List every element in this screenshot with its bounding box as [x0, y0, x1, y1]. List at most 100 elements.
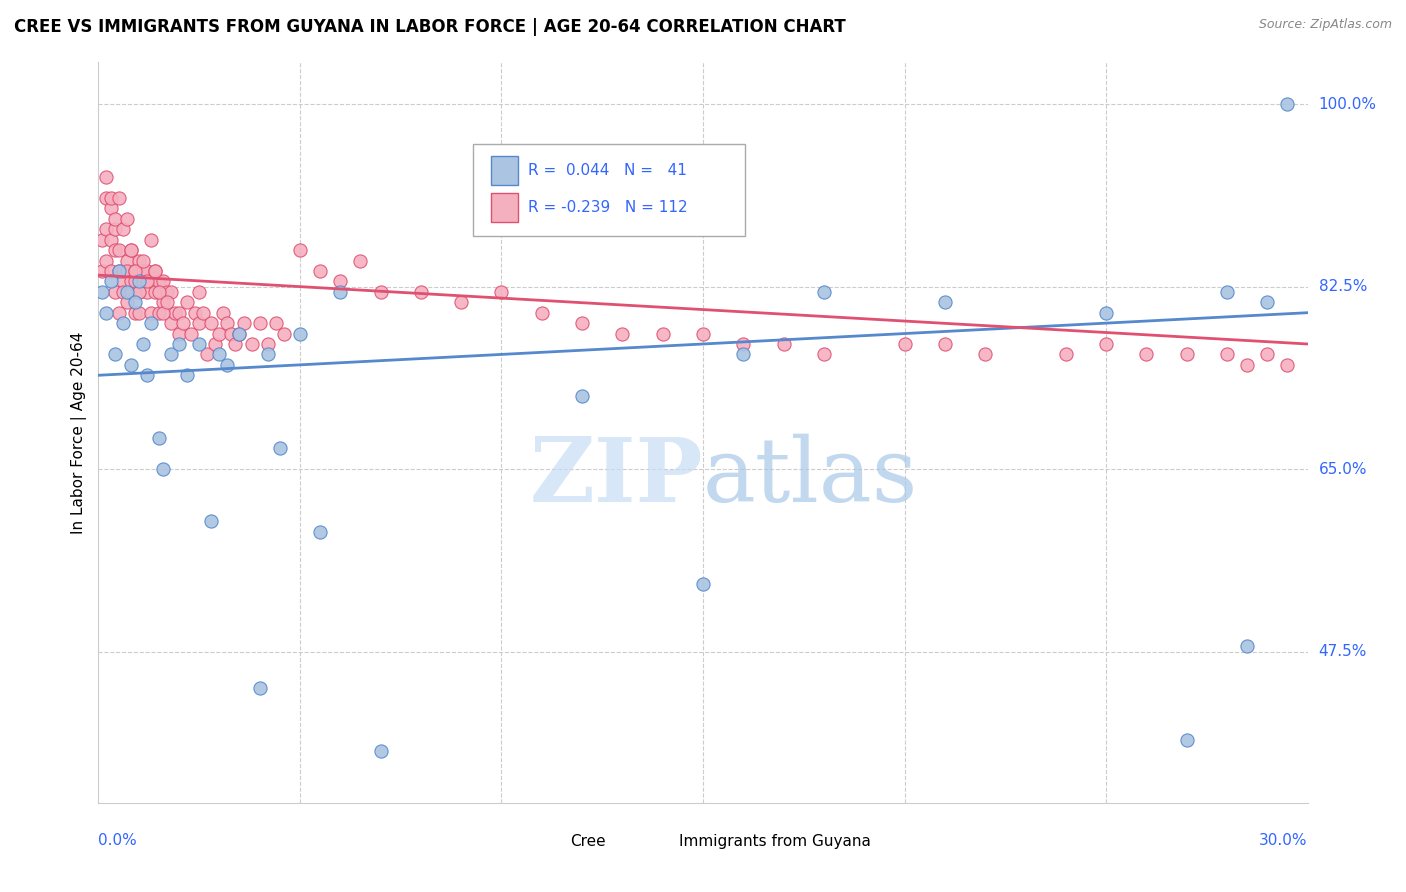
Point	[208, 347, 231, 361]
Point	[329, 274, 352, 288]
Point	[148, 306, 170, 320]
Point	[152, 306, 174, 320]
Point	[132, 253, 155, 268]
Point	[651, 326, 673, 341]
Point	[128, 274, 150, 288]
Point	[1216, 285, 1239, 299]
Point	[96, 253, 118, 268]
Point	[96, 191, 118, 205]
Text: 47.5%: 47.5%	[1319, 644, 1367, 659]
Point	[160, 347, 183, 361]
Text: 100.0%: 100.0%	[1319, 96, 1376, 112]
Point	[1216, 347, 1239, 361]
Text: atlas: atlas	[703, 434, 918, 521]
Point	[107, 243, 129, 257]
Point	[167, 337, 190, 351]
Point	[228, 326, 250, 341]
Point	[115, 211, 138, 226]
Point	[107, 264, 129, 278]
Point	[349, 253, 371, 268]
Point	[228, 326, 250, 341]
Point	[120, 243, 142, 257]
Point	[733, 347, 755, 361]
Text: Source: ZipAtlas.com: Source: ZipAtlas.com	[1258, 18, 1392, 31]
Text: R = -0.239   N = 112: R = -0.239 N = 112	[527, 200, 688, 215]
Bar	[492, 194, 517, 221]
Point	[370, 285, 392, 299]
Point	[103, 211, 125, 226]
Point	[329, 285, 352, 299]
Point	[288, 326, 311, 341]
Point	[96, 306, 118, 320]
Text: Cree: Cree	[569, 834, 606, 849]
Point	[1054, 347, 1077, 361]
Point	[124, 306, 146, 320]
Point	[135, 285, 157, 299]
Point	[772, 337, 794, 351]
Point	[135, 368, 157, 383]
Point	[128, 285, 150, 299]
Point	[193, 306, 215, 320]
Point	[139, 274, 162, 288]
Point	[249, 316, 271, 330]
Point	[135, 274, 157, 288]
Point	[128, 285, 150, 299]
Point	[571, 389, 593, 403]
Point	[269, 442, 291, 456]
Point	[100, 202, 122, 216]
Point	[152, 295, 174, 310]
Point	[200, 316, 222, 330]
Text: 0.0%: 0.0%	[98, 833, 138, 848]
Point	[160, 316, 183, 330]
Bar	[540, 832, 564, 851]
Point	[107, 191, 129, 205]
Point	[530, 306, 553, 320]
Point	[188, 316, 211, 330]
Point	[264, 316, 287, 330]
Point	[107, 306, 129, 320]
Point	[309, 264, 332, 278]
Point	[124, 264, 146, 278]
Point	[212, 306, 235, 320]
Point	[1175, 347, 1198, 361]
Point	[204, 337, 226, 351]
Point	[176, 295, 198, 310]
Point	[128, 253, 150, 268]
Point	[692, 326, 714, 341]
Point	[200, 514, 222, 528]
Point	[124, 274, 146, 288]
Point	[103, 285, 125, 299]
FancyBboxPatch shape	[474, 144, 745, 236]
Point	[1095, 337, 1118, 351]
Point	[1135, 347, 1157, 361]
Point	[143, 264, 166, 278]
Point	[100, 233, 122, 247]
Point	[111, 222, 134, 236]
Point	[143, 285, 166, 299]
Point	[132, 274, 155, 288]
Point	[124, 264, 146, 278]
Point	[148, 285, 170, 299]
Point	[217, 358, 239, 372]
Point	[115, 264, 138, 278]
Point	[120, 274, 142, 288]
Point	[139, 233, 162, 247]
Point	[409, 285, 432, 299]
Point	[184, 306, 207, 320]
Text: ZIP: ZIP	[530, 434, 703, 521]
Point	[96, 170, 118, 185]
Point	[188, 337, 211, 351]
Point	[491, 285, 513, 299]
Point	[103, 243, 125, 257]
Point	[107, 264, 129, 278]
Point	[288, 243, 311, 257]
Point	[232, 316, 254, 330]
Point	[139, 316, 162, 330]
Text: 82.5%: 82.5%	[1319, 279, 1367, 294]
Point	[120, 243, 142, 257]
Point	[91, 264, 114, 278]
Point	[1236, 358, 1258, 372]
Point	[217, 316, 239, 330]
Point	[249, 681, 271, 695]
Point	[120, 285, 142, 299]
